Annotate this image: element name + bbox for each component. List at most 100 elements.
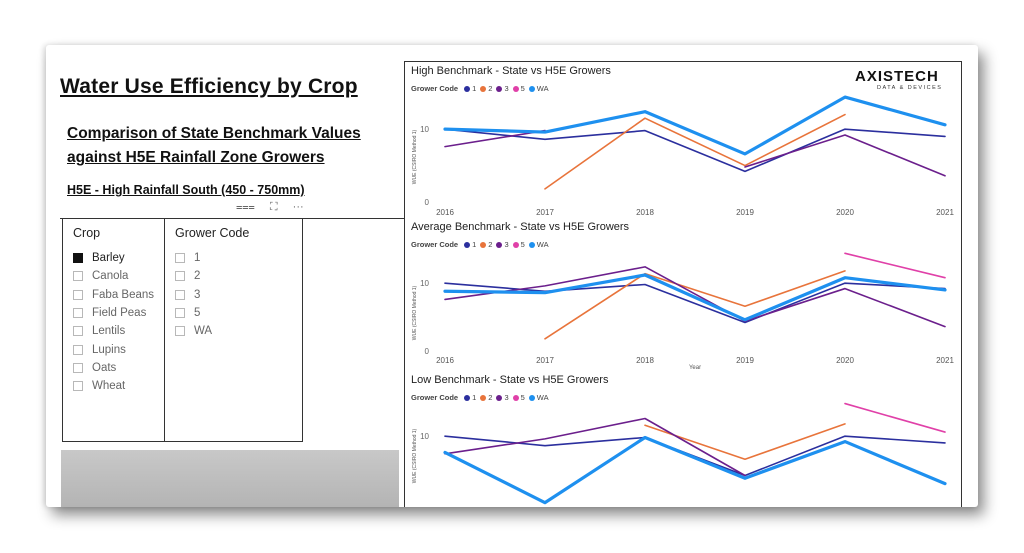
x-tick-label: 2018: [636, 356, 654, 365]
legend-item[interactable]: 1: [464, 393, 476, 402]
checkbox[interactable]: [175, 326, 185, 337]
legend-item[interactable]: 3: [496, 240, 509, 249]
legend-label: 3: [504, 393, 509, 402]
grower-code-option[interactable]: 3: [175, 286, 212, 304]
legend-label: 1: [472, 240, 477, 249]
crop-option-label: Faba Beans: [92, 288, 155, 301]
series-line-1[interactable]: [444, 282, 946, 324]
crop-option[interactable]: Lentils: [73, 322, 154, 340]
series-line-2[interactable]: [544, 270, 846, 340]
y-tick-label: 0: [425, 198, 430, 207]
legend-item[interactable]: 2: [480, 240, 492, 249]
grower-code-option-label: 2: [194, 270, 201, 283]
series-line-3[interactable]: [444, 266, 946, 328]
checkbox[interactable]: [73, 344, 83, 355]
y-tick-label: 0: [425, 347, 430, 356]
crop-option[interactable]: Faba Beans: [73, 286, 154, 304]
series-line-2[interactable]: [544, 113, 846, 190]
series-line-wa[interactable]: [443, 273, 947, 322]
checkbox[interactable]: [73, 253, 83, 264]
legend-swatch: [480, 241, 487, 248]
series-line-5[interactable]: [844, 402, 946, 433]
grower-code-option[interactable]: 1: [175, 249, 212, 267]
grower-code-option[interactable]: 2: [175, 267, 212, 285]
grower-code-option-label: 5: [194, 307, 201, 320]
x-tick-label: 2017: [536, 356, 554, 365]
legend-label: 1: [472, 393, 477, 402]
legend-item[interactable]: 1: [464, 240, 476, 249]
series-line-5[interactable]: [844, 252, 946, 279]
legend-item[interactable]: 5: [512, 393, 525, 402]
series-line-wa[interactable]: [443, 435, 947, 505]
series-line-1[interactable]: [444, 128, 946, 173]
legend-item[interactable]: 2: [480, 393, 492, 402]
series-line-3[interactable]: [444, 129, 546, 148]
grower-code-option[interactable]: WA: [175, 322, 212, 340]
chart-title: Average Benchmark - State vs H5E Growers: [411, 221, 630, 233]
legend-item[interactable]: WA: [528, 240, 549, 249]
rainfall-zone-label: H5E - High Rainfall South (450 - 750mm): [67, 183, 305, 197]
x-tick-label: 2019: [736, 356, 754, 365]
grower-slicer-header: Grower Code: [175, 226, 250, 240]
crop-option-label: Field Peas: [92, 307, 147, 320]
crop-option[interactable]: Canola: [73, 267, 154, 285]
legend-swatch: [512, 241, 519, 248]
title-panel: Water Use Efficiency by Crop Comparison …: [60, 65, 406, 219]
visual-header-tools: ⩶ ⛶ ···: [236, 201, 316, 214]
legend-item[interactable]: WA: [528, 393, 549, 402]
legend-item[interactable]: 5: [512, 84, 525, 93]
legend-swatch: [528, 85, 535, 92]
series-line-3[interactable]: [744, 134, 946, 177]
y-tick-label: 10: [420, 432, 429, 441]
x-tick-label: 2016: [436, 208, 454, 217]
chart-legend: Grower Code 1 2 3 5 WA: [411, 240, 553, 249]
checkbox[interactable]: [175, 289, 185, 300]
legend-title: Grower Code: [411, 240, 459, 249]
legend-label: 5: [520, 393, 525, 402]
legend-item[interactable]: 2: [480, 84, 492, 93]
crop-option[interactable]: Field Peas: [73, 304, 154, 322]
focus-mode-icon[interactable]: ⛶: [269, 201, 278, 213]
filter-icon[interactable]: ⩶: [236, 201, 255, 213]
checkbox[interactable]: [73, 381, 83, 392]
legend-item[interactable]: 3: [496, 84, 509, 93]
legend-swatch: [496, 85, 503, 92]
more-options-icon[interactable]: ···: [292, 201, 304, 213]
y-axis-label: WUE (CSIRO Method 1): [412, 428, 418, 483]
legend-item[interactable]: 3: [496, 393, 509, 402]
high-benchmark-chart[interactable]: 0 10 WUE (CSIRO Method 1) 2016 2017 2018 2019 2…: [404, 61, 962, 220]
checkbox[interactable]: [175, 271, 185, 282]
crop-option-label: Barley: [92, 252, 125, 265]
legend-label: 1: [472, 84, 477, 93]
grower-code-option-label: 1: [194, 252, 201, 265]
legend-item[interactable]: 5: [512, 240, 525, 249]
x-tick-label: 2016: [436, 356, 454, 365]
crop-option-label: Wheat: [92, 380, 126, 393]
average-benchmark-chart[interactable]: 0 10 WUE (CSIRO Method 1) 2016 2017 2018 2019 2…: [404, 218, 962, 372]
page-subtitle: Comparison of State Benchmark Values aga…: [67, 125, 361, 166]
grower-code-option[interactable]: 5: [175, 304, 212, 322]
checkbox[interactable]: [73, 271, 83, 282]
checkbox[interactable]: [73, 362, 83, 373]
crop-option[interactable]: Lupins: [73, 340, 154, 358]
axistech-logo: AXISTECH DATA & DEVICES: [855, 68, 955, 96]
checkbox[interactable]: [175, 308, 185, 319]
legend-label: WA: [536, 240, 549, 249]
series-line-wa[interactable]: [443, 95, 947, 156]
crop-option-label: Lentils: [92, 325, 126, 338]
y-tick-label: 10: [420, 125, 429, 134]
checkbox[interactable]: [73, 289, 83, 300]
chart-title: High Benchmark - State vs H5E Growers: [411, 65, 611, 77]
checkbox[interactable]: [73, 308, 83, 319]
crop-option[interactable]: Barley: [73, 249, 154, 267]
legend-item[interactable]: 1: [464, 84, 476, 93]
series-line-3[interactable]: [444, 417, 746, 477]
crop-option[interactable]: Oats: [73, 359, 154, 377]
chart-legend: Grower Code 1 2 3 5 WA: [411, 393, 553, 402]
checkbox[interactable]: [73, 326, 83, 337]
crop-option[interactable]: Wheat: [73, 377, 154, 395]
low-benchmark-chart[interactable]: 10 WUE (CSIRO Method 1) Low Benchmark - S…: [404, 371, 962, 507]
checkbox[interactable]: [175, 253, 185, 264]
legend-item[interactable]: WA: [528, 84, 549, 93]
